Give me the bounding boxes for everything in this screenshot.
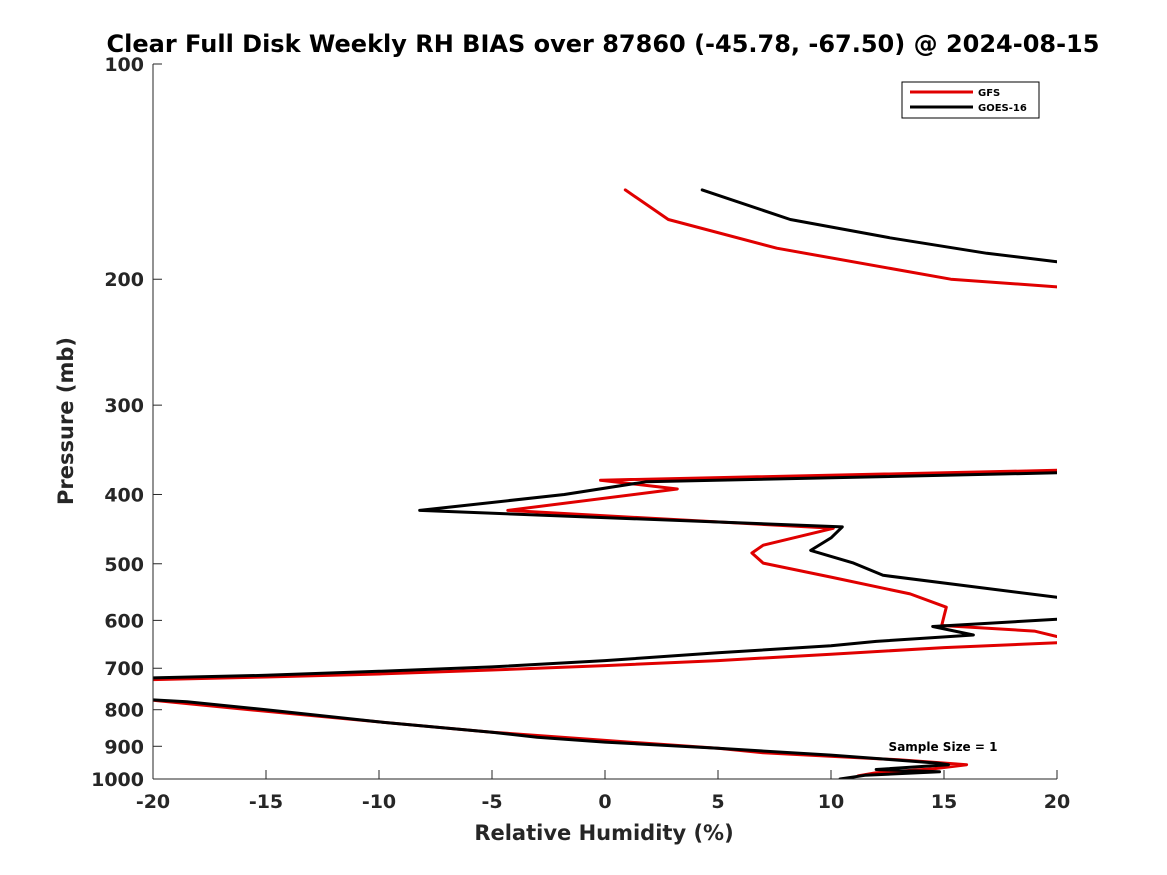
y-tick-label: 500: [104, 554, 144, 576]
legend-box: [901, 81, 1040, 119]
y-tick-label: 600: [104, 610, 144, 632]
x-tick-label: -15: [249, 791, 283, 813]
legend-label-gfs: GFS: [978, 88, 1000, 99]
sample-size-annotation: Sample Size = 1: [889, 740, 998, 754]
x-tick-label: 15: [931, 791, 957, 813]
x-tick-label: 5: [711, 791, 724, 813]
y-tick-label: 1000: [91, 769, 144, 791]
y-axis-ticks: 100 200 300 400 500 600 700 800 900 1000: [91, 54, 162, 791]
legend-label-goes16: GOES-16: [978, 103, 1027, 114]
series-line-goes-16: [153, 188, 1057, 779]
x-axis-ticks: -20 -15 -10 -5 0 5 10 15 20: [136, 770, 1070, 813]
x-tick-label: -20: [136, 791, 170, 813]
y-tick-label: 300: [104, 395, 144, 417]
y-tick-label: 700: [104, 658, 144, 680]
chart-title: Clear Full Disk Weekly RH BIAS over 8786…: [107, 30, 1100, 58]
y-tick-label: 100: [104, 54, 144, 76]
x-tick-label: -10: [362, 791, 396, 813]
legend: GFS GOES-16: [901, 81, 1040, 119]
x-tick-label: 10: [818, 791, 844, 813]
plot-area: [153, 64, 1057, 779]
x-axis-label: Relative Humidity (%): [474, 821, 733, 845]
y-tick-label: 400: [104, 484, 144, 506]
x-tick-label: 20: [1044, 791, 1070, 813]
y-tick-label: 900: [104, 736, 144, 758]
y-tick-label: 200: [104, 269, 144, 291]
x-tick-label: 0: [598, 791, 611, 813]
y-axis-label: Pressure (mb): [54, 337, 78, 505]
series-layer: [153, 188, 1057, 779]
x-tick-label: -5: [481, 791, 502, 813]
series-line-gfs: [153, 188, 1057, 778]
y-tick-label: 800: [104, 700, 144, 722]
